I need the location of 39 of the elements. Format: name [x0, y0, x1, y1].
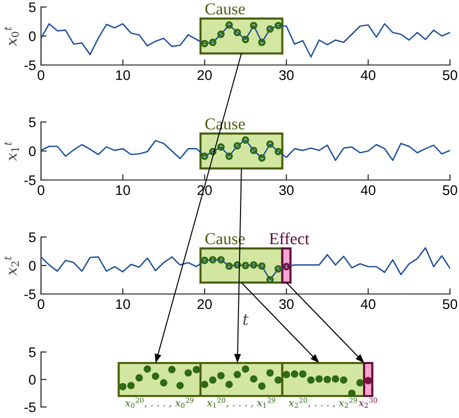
- y-tick-label: 0: [28, 374, 36, 385]
- x-tick-label: 40: [360, 70, 376, 80]
- band-label: Effect: [269, 232, 310, 244]
- series-label: x$_{2}$$^{30}$: [358, 398, 378, 408]
- y-tick-label: 5: [28, 2, 36, 12]
- y-tick-label: 0: [28, 260, 36, 271]
- x-tick-label: 30: [279, 185, 294, 196]
- y-axis-title: x$_{1}$$^{t}$: [4, 142, 19, 161]
- y-tick-label: 0: [28, 31, 36, 42]
- x-tick-label: 0: [38, 299, 44, 310]
- x-tick-label: 20: [198, 70, 212, 80]
- band-label: Cause: [205, 3, 245, 15]
- y-tick-label: -5: [24, 289, 36, 300]
- x-tick-label: 10: [116, 70, 130, 80]
- x-tick-label: 50: [442, 70, 458, 80]
- x-tick-label: 30: [279, 299, 294, 310]
- x-tick-label: 20: [198, 299, 212, 310]
- y-axis-title: x$_{0}$$^{t}$: [4, 26, 19, 46]
- y-tick-label: -5: [24, 175, 36, 186]
- series-label: x$_{2}$$^{20}$, . . . , x$_{2}$$^{29}$: [288, 398, 358, 408]
- x-tick-label: 10: [116, 185, 130, 196]
- x-tick-label: 40: [360, 299, 376, 310]
- series-label: x$_{0}$$^{20}$, . . . , x$_{0}$$^{29}$: [125, 398, 194, 408]
- y-tick-label: 5: [28, 347, 36, 358]
- y-tick-label: 5: [28, 232, 36, 242]
- x-tick-label: 50: [442, 185, 458, 196]
- series-label: x$_{1}$$^{20}$, . . . , x$_{1}$$^{29}$: [206, 398, 276, 408]
- x-axis-title: t: [243, 314, 249, 326]
- x-tick-label: 50: [442, 299, 458, 310]
- y-tick-label: 5: [28, 117, 36, 128]
- y-tick-label: -5: [24, 402, 36, 412]
- x-tick-label: 0: [38, 70, 44, 80]
- x-tick-label: 30: [279, 70, 294, 80]
- x-tick-label: 10: [116, 299, 130, 310]
- y-axis-title: x$_{2}$$^{t}$: [4, 256, 19, 276]
- y-tick-label: 0: [28, 146, 36, 156]
- y-tick-label: -5: [24, 60, 36, 70]
- x-tick-label: 0: [38, 185, 44, 196]
- x-tick-label: 40: [360, 185, 376, 196]
